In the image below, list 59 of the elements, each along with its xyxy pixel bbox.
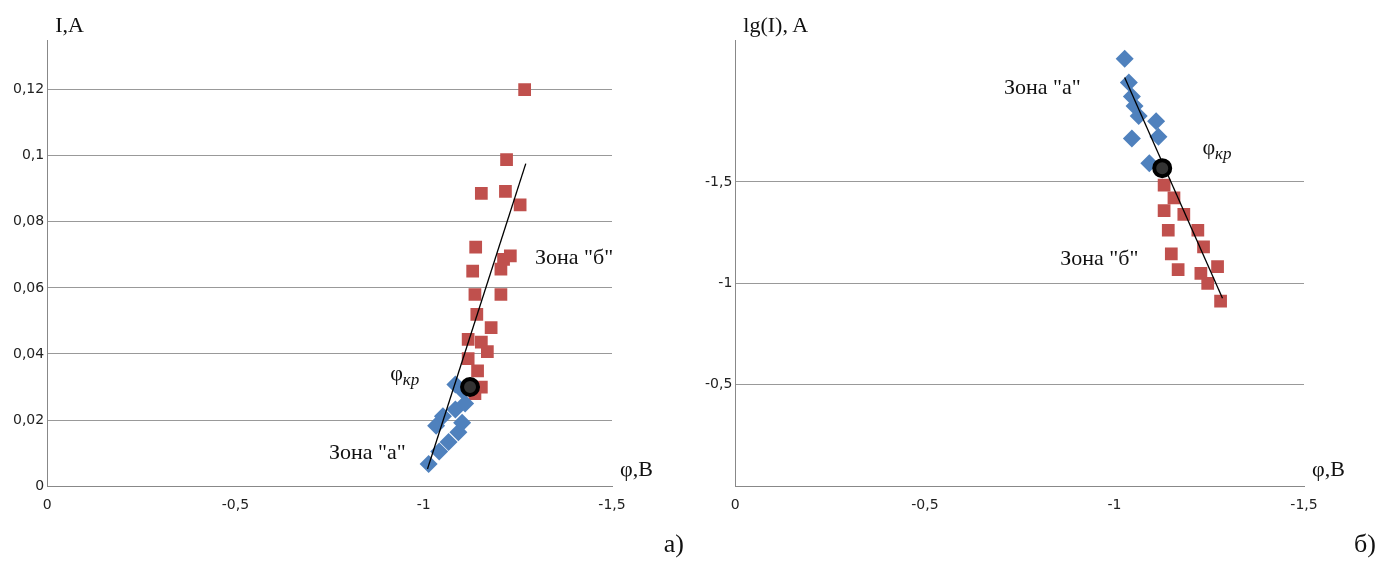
point <box>1164 247 1178 261</box>
point <box>453 413 472 432</box>
y-tick-label: 0,06 <box>13 278 45 295</box>
y-tick-label: 0,1 <box>21 146 45 163</box>
y-tick-label: 0,12 <box>13 80 45 97</box>
point <box>456 394 475 413</box>
point <box>500 153 513 167</box>
point <box>518 83 531 96</box>
point <box>1161 223 1175 237</box>
y-axis-title: I,A <box>55 11 84 37</box>
y-tick-label: -1,5 <box>704 172 733 189</box>
y-tick-label: 0 <box>35 476 45 493</box>
point <box>1152 158 1173 179</box>
x-tick-label: -1,5 <box>1290 496 1318 513</box>
x-tick-label: -1 <box>416 496 431 513</box>
point <box>466 264 480 278</box>
x-tick-label: -1 <box>1107 496 1122 513</box>
y-tick-label: 0,08 <box>13 212 45 229</box>
point <box>468 288 482 301</box>
point <box>1157 204 1171 217</box>
text: б) <box>1354 528 1376 558</box>
point <box>430 442 449 461</box>
x-tick-label: -0,5 <box>911 496 939 513</box>
annotation: Зона "б" <box>1060 245 1139 271</box>
point <box>439 432 458 451</box>
point <box>469 240 483 254</box>
point <box>1115 49 1134 68</box>
point <box>446 400 465 419</box>
point <box>1211 260 1224 273</box>
point <box>1191 223 1205 237</box>
y-tick-label: -1 <box>718 274 733 291</box>
annotation: Зона "б" <box>535 243 614 269</box>
y-axis-title: lg(I), A <box>743 11 809 37</box>
point <box>1201 277 1215 290</box>
point <box>481 345 494 359</box>
x-axis-title: φ,В <box>1312 455 1345 481</box>
text: а) <box>663 528 684 558</box>
y-tick-label: -0,5 <box>704 375 733 392</box>
y-tick-label: 0,02 <box>13 410 45 427</box>
annotation: Зона "а" <box>329 438 406 464</box>
point <box>1147 112 1166 131</box>
x-axis-title: φ,В <box>620 455 653 481</box>
point <box>1149 127 1168 146</box>
point <box>460 377 481 398</box>
point <box>461 352 475 365</box>
point <box>503 249 517 263</box>
point <box>1214 294 1227 308</box>
point <box>494 288 508 301</box>
point <box>484 321 498 334</box>
point <box>471 364 484 378</box>
point <box>419 455 438 474</box>
point <box>1122 129 1141 148</box>
point <box>499 185 512 198</box>
x-tick-label: -1,5 <box>598 496 626 513</box>
x-tick-label: -0,5 <box>221 496 250 513</box>
point <box>1171 263 1185 276</box>
y-tick-label: 0,04 <box>13 344 45 361</box>
annotation: Зона "а" <box>1004 74 1081 100</box>
point <box>474 187 488 200</box>
